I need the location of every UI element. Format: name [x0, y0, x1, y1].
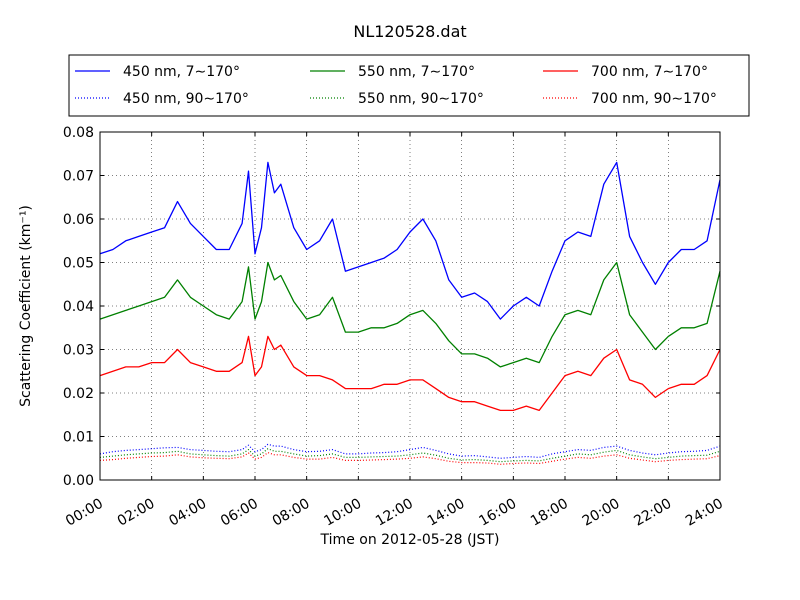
- x-tick-label-10: 20:00: [580, 496, 623, 530]
- x-tick-label-5: 10:00: [321, 496, 364, 530]
- chart-title: NL120528.dat: [353, 22, 466, 41]
- y-tick-label-4: 0.04: [63, 299, 94, 315]
- series-line-0: [99, 161, 721, 320]
- y-tick-label-7: 0.07: [63, 169, 94, 185]
- x-tick-label-8: 16:00: [476, 496, 519, 530]
- legend-label-2: 550 nm, 7∼170°: [358, 64, 475, 80]
- series-group: [99, 161, 721, 465]
- legend-label-0: 450 nm, 7∼170°: [123, 64, 240, 80]
- legend-label-1: 450 nm, 90∼170°: [123, 91, 249, 107]
- y-tick-label-0: 0.00: [63, 473, 94, 489]
- ticks: 00:00 02:00 04:00 06:00 08:00 10:00 12:00 14:00…: [63, 125, 726, 530]
- series-line-3: [99, 448, 721, 463]
- x-tick-label-11: 22:00: [631, 496, 674, 530]
- y-tick-label-8: 0.08: [63, 125, 94, 141]
- x-tick-label-9: 18:00: [528, 496, 571, 530]
- x-tick-label-4: 08:00: [270, 496, 313, 530]
- legend-label-5: 700 nm, 90∼170°: [591, 91, 717, 107]
- x-tick-label-2: 04:00: [166, 496, 209, 530]
- x-tick-label-0: 00:00: [63, 496, 106, 530]
- legend: 450 nm, 7∼170° 450 nm, 90∼170° 550 nm, 7∼1…: [68, 54, 750, 117]
- legend-label-3: 550 nm, 90∼170°: [358, 91, 484, 107]
- legend-box: [68, 54, 750, 117]
- x-tick-label-1: 02:00: [115, 496, 158, 530]
- y-tick-label-5: 0.05: [63, 256, 94, 272]
- x-tick-label-12: 24:00: [683, 496, 726, 530]
- y-axis-label: Scattering Coefficient (km⁻¹): [18, 205, 34, 407]
- y-tick-label-3: 0.03: [63, 343, 94, 359]
- y-tick-label-1: 0.01: [63, 430, 94, 446]
- series-line-5: [99, 452, 721, 465]
- x-axis-label: Time on 2012-05-28 (JST): [320, 532, 500, 548]
- y-tick-label-2: 0.02: [63, 386, 94, 402]
- x-tick-label-7: 14:00: [425, 496, 468, 530]
- y-tick-label-6: 0.06: [63, 212, 94, 228]
- series-line-2: [99, 261, 721, 368]
- series-line-4: [99, 335, 721, 412]
- x-tick-label-3: 06:00: [218, 496, 261, 530]
- legend-label-4: 700 nm, 7∼170°: [591, 64, 708, 80]
- x-tick-label-6: 12:00: [373, 496, 416, 530]
